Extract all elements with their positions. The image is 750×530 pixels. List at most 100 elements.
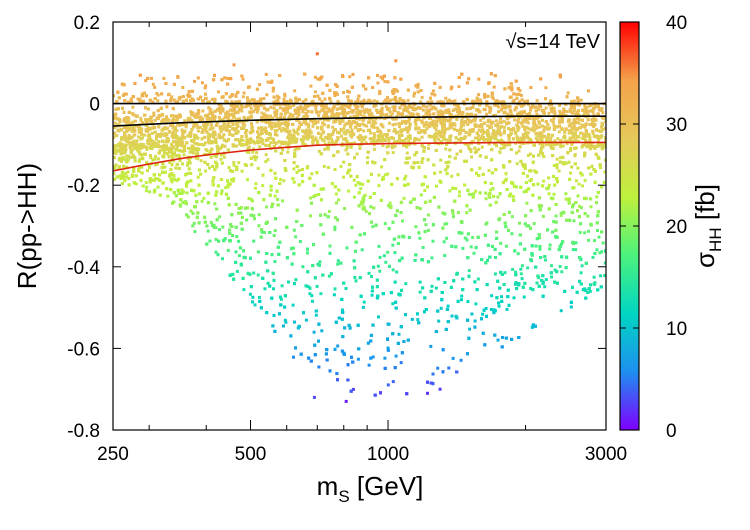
data-point (494, 119, 498, 123)
data-point (245, 150, 249, 154)
data-point (491, 97, 495, 100)
data-point (454, 187, 458, 191)
data-point (234, 117, 238, 121)
data-point (156, 99, 160, 103)
data-point (365, 124, 369, 128)
data-point (283, 318, 287, 322)
data-point (353, 275, 357, 279)
data-point (333, 228, 337, 232)
data-point (535, 112, 539, 116)
data-point (125, 140, 129, 143)
data-point (222, 133, 226, 137)
data-point (161, 181, 165, 185)
data-point (156, 185, 160, 189)
data-point (370, 275, 373, 278)
data-point (441, 124, 444, 128)
data-point (383, 173, 387, 177)
data-point (264, 160, 268, 164)
data-point (144, 79, 148, 83)
data-point (383, 222, 387, 226)
data-point (209, 134, 213, 137)
data-point (580, 137, 584, 141)
data-point (443, 254, 447, 257)
data-point (386, 383, 390, 387)
data-point (495, 132, 499, 136)
data-point (249, 197, 253, 201)
data-point (231, 122, 235, 126)
data-point (166, 137, 170, 141)
data-point (472, 192, 476, 196)
data-point (543, 285, 547, 289)
data-point (514, 270, 518, 274)
data-point (557, 169, 561, 173)
data-point (577, 118, 581, 122)
data-point (181, 86, 185, 89)
data-point (312, 330, 316, 334)
data-point (257, 213, 261, 217)
data-point (242, 288, 246, 292)
data-point (252, 271, 256, 275)
data-point (280, 284, 284, 288)
data-point (304, 318, 308, 322)
data-point (247, 141, 251, 145)
data-point (407, 120, 411, 124)
data-point (383, 80, 387, 83)
data-point (405, 126, 408, 130)
data-point (574, 179, 578, 183)
data-point (519, 272, 523, 276)
data-point (518, 221, 521, 225)
data-point (513, 118, 517, 122)
data-point (597, 235, 601, 239)
data-point (550, 264, 553, 268)
data-point (261, 184, 265, 188)
data-point (427, 146, 430, 150)
data-point (251, 150, 255, 154)
data-point (339, 165, 343, 169)
data-point (502, 125, 506, 129)
data-point (217, 115, 221, 119)
data-point (405, 115, 408, 118)
data-point (401, 219, 404, 223)
data-point (251, 295, 255, 299)
data-point (438, 170, 442, 174)
data-point (547, 176, 551, 180)
data-point (394, 354, 398, 358)
data-point (152, 113, 156, 117)
data-point (570, 126, 574, 130)
data-point (255, 151, 259, 155)
data-point (320, 329, 324, 333)
data-point (553, 112, 557, 116)
data-point (544, 143, 548, 147)
data-point (344, 137, 348, 141)
data-point (264, 126, 268, 130)
data-point (465, 211, 469, 215)
data-point (188, 117, 192, 121)
data-point (603, 158, 606, 162)
data-point (430, 92, 434, 96)
data-point (491, 132, 495, 136)
data-point (146, 139, 150, 143)
data-point (510, 232, 514, 236)
data-point (213, 154, 217, 158)
data-point (156, 177, 160, 181)
data-point (549, 136, 553, 140)
data-point (199, 115, 203, 119)
data-point (467, 146, 471, 150)
data-point (145, 147, 149, 151)
data-point (594, 144, 598, 148)
data-point (297, 113, 301, 117)
data-point (177, 192, 181, 195)
data-point (217, 90, 220, 94)
data-point (546, 135, 550, 139)
data-point (342, 126, 346, 130)
data-point (395, 270, 399, 274)
data-point (537, 276, 541, 280)
data-point (294, 130, 298, 134)
data-point (310, 294, 314, 298)
data-point (422, 149, 426, 153)
data-point (501, 336, 504, 339)
data-point (391, 268, 395, 272)
data-point (583, 125, 587, 129)
data-point (563, 130, 567, 134)
data-point (437, 319, 441, 323)
